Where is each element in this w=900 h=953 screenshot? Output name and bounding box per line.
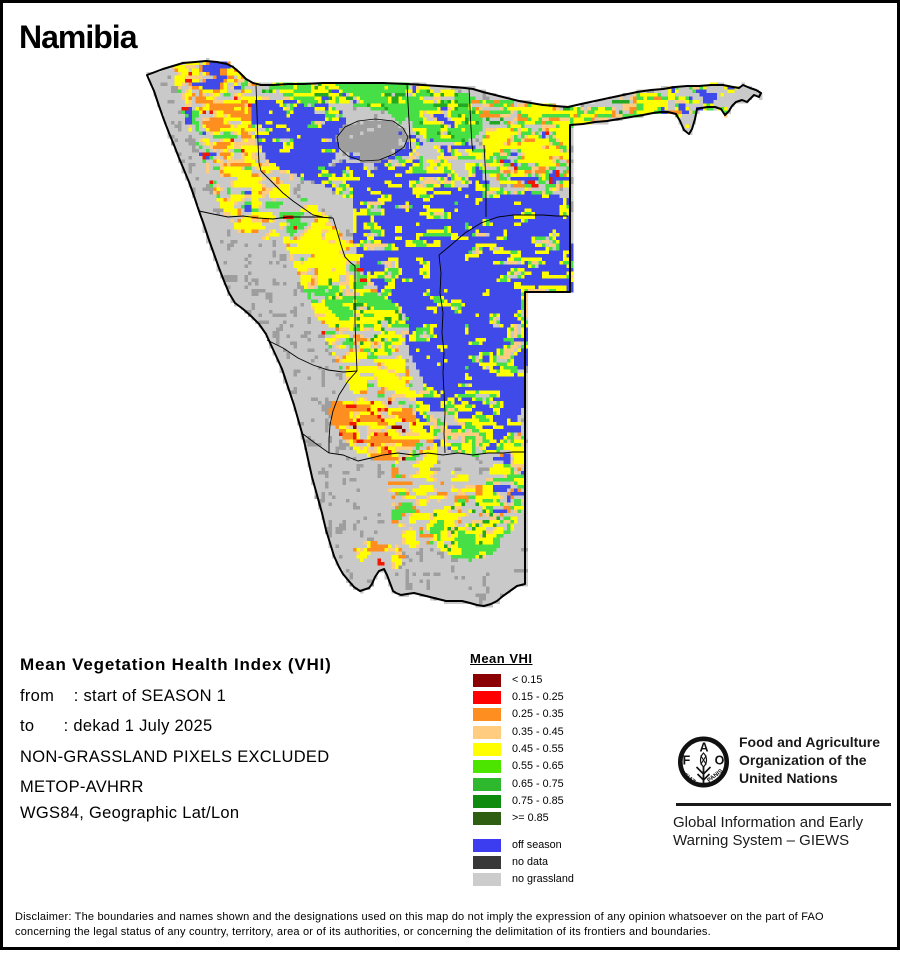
svg-text:O: O bbox=[715, 754, 725, 768]
svg-text:F: F bbox=[683, 754, 691, 768]
svg-text:A: A bbox=[699, 741, 708, 755]
